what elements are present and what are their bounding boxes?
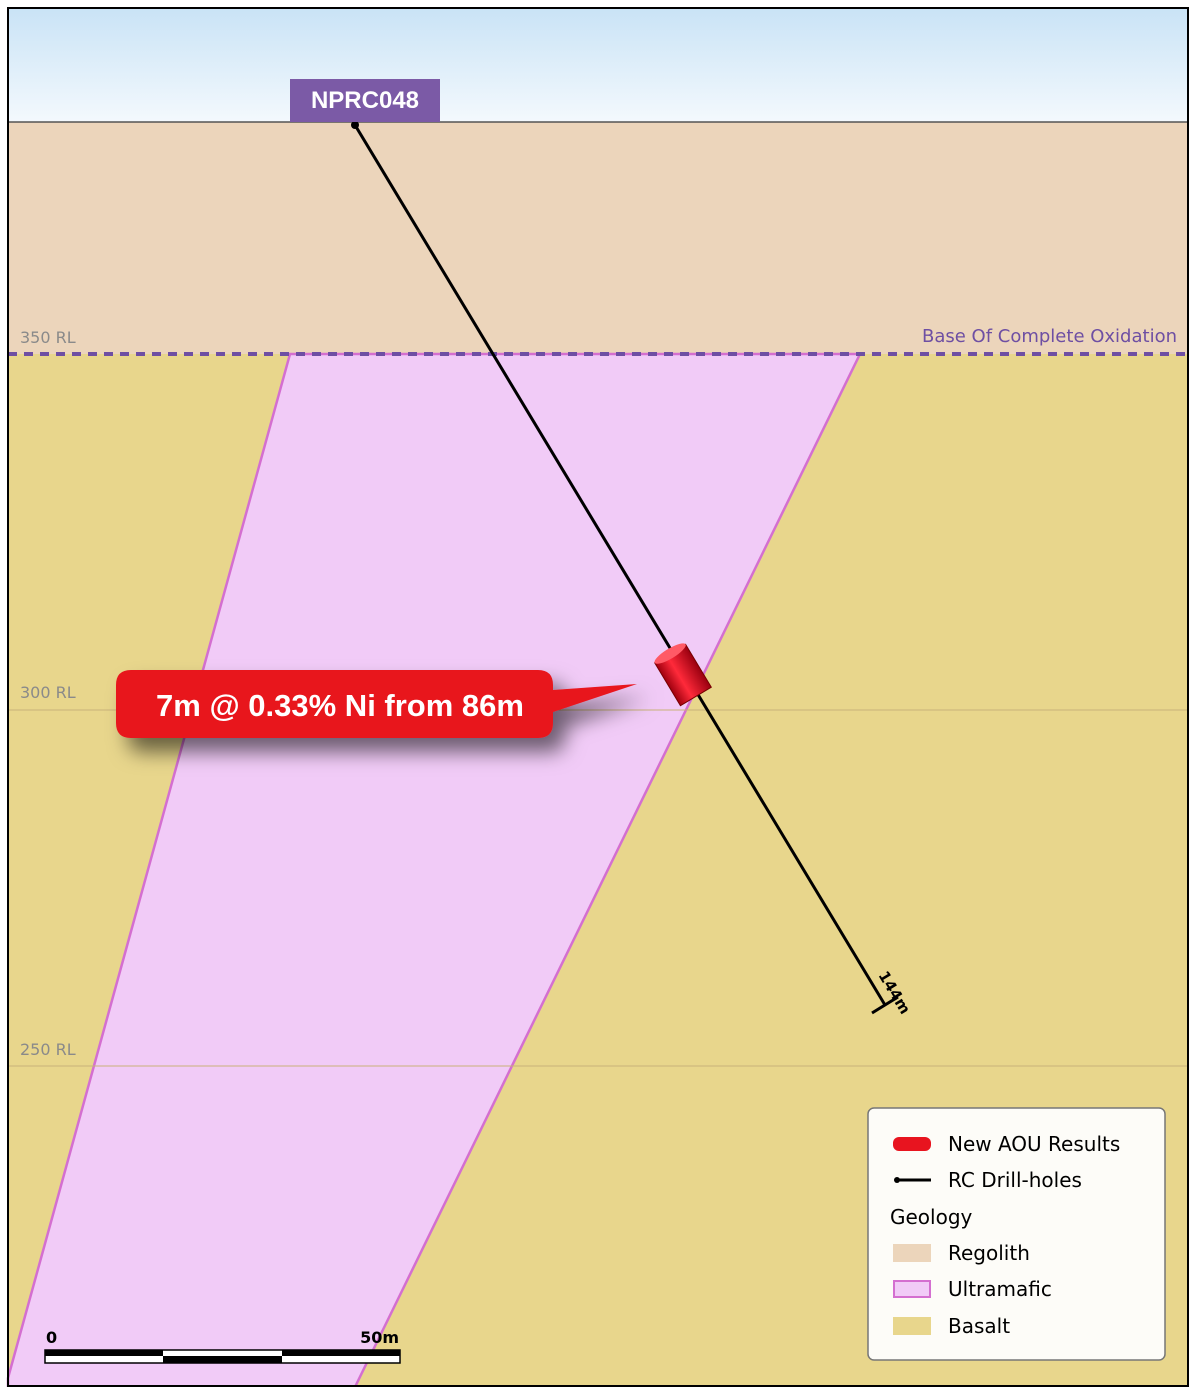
legend-label: Regolith	[948, 1241, 1030, 1265]
level-label: 300 RL	[20, 683, 76, 702]
level-label: 350 RL	[20, 328, 76, 347]
scale-end: 50m	[360, 1328, 399, 1347]
legend-heading: Geology	[890, 1205, 973, 1229]
boco-label: Base Of Complete Oxidation	[922, 326, 1177, 347]
legend-label: RC Drill-holes	[948, 1168, 1082, 1192]
legend-label: New AOU Results	[948, 1132, 1120, 1156]
regolith	[8, 122, 1189, 354]
level-label: 250 RL	[20, 1040, 76, 1059]
cross-section: 350 RL 300 RL 250 RL Base Of Complete Ox…	[0, 0, 1189, 1387]
collar	[351, 121, 359, 129]
legend-label: Ultramafic	[948, 1277, 1052, 1301]
legend-label: Basalt	[948, 1314, 1010, 1338]
intercept-label: 7m @ 0.33% Ni from 86m	[156, 688, 524, 723]
sky	[8, 8, 1189, 123]
scale-bar	[45, 1350, 400, 1363]
scale-start: 0	[46, 1328, 57, 1347]
hole-id: NPRC048	[311, 87, 419, 114]
